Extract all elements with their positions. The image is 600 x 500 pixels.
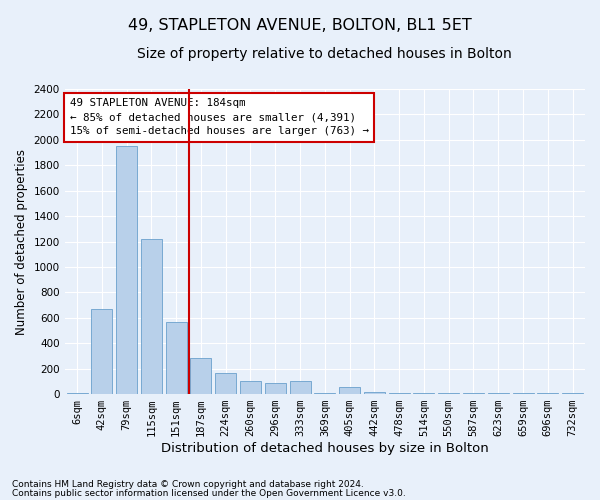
Bar bbox=[364, 392, 385, 394]
Text: Contains HM Land Registry data © Crown copyright and database right 2024.: Contains HM Land Registry data © Crown c… bbox=[12, 480, 364, 489]
Title: Size of property relative to detached houses in Bolton: Size of property relative to detached ho… bbox=[137, 48, 512, 62]
Bar bbox=[141, 239, 162, 394]
Y-axis label: Number of detached properties: Number of detached properties bbox=[15, 148, 28, 334]
Text: Contains public sector information licensed under the Open Government Licence v3: Contains public sector information licen… bbox=[12, 488, 406, 498]
Text: 49, STAPLETON AVENUE, BOLTON, BL1 5ET: 49, STAPLETON AVENUE, BOLTON, BL1 5ET bbox=[128, 18, 472, 32]
X-axis label: Distribution of detached houses by size in Bolton: Distribution of detached houses by size … bbox=[161, 442, 489, 455]
Bar bbox=[166, 322, 187, 394]
Bar bbox=[265, 384, 286, 394]
Bar bbox=[339, 387, 360, 394]
Bar bbox=[116, 146, 137, 394]
Text: 49 STAPLETON AVENUE: 184sqm
← 85% of detached houses are smaller (4,391)
15% of : 49 STAPLETON AVENUE: 184sqm ← 85% of det… bbox=[70, 98, 369, 136]
Bar bbox=[240, 382, 261, 394]
Bar bbox=[290, 382, 311, 394]
Bar bbox=[190, 358, 211, 394]
Bar bbox=[215, 373, 236, 394]
Bar bbox=[91, 309, 112, 394]
